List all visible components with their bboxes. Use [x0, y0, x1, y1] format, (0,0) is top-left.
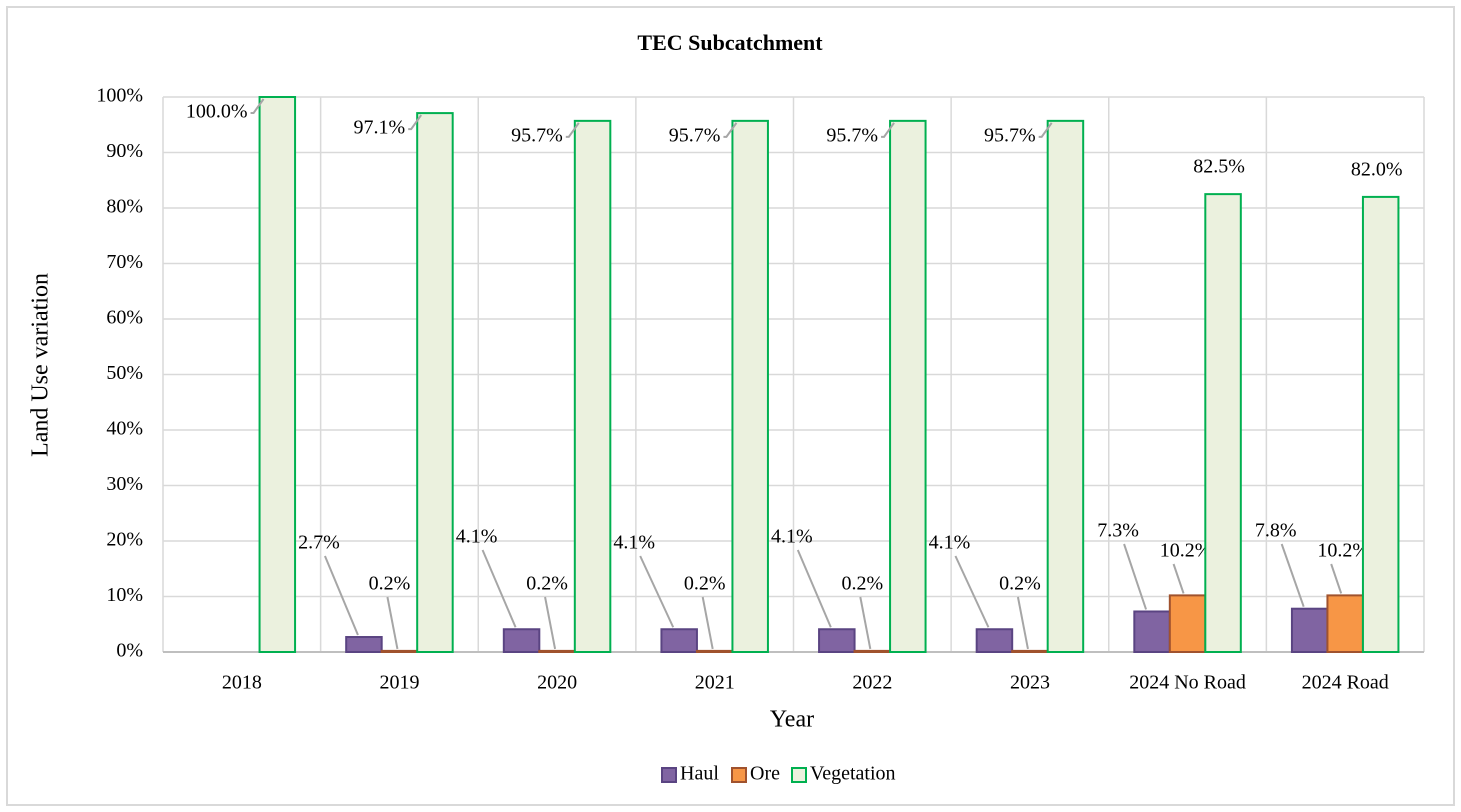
data-label: 95.7%	[669, 124, 721, 146]
y-axis-title: Land Use variation	[28, 273, 54, 457]
leader-line	[859, 596, 872, 650]
bar	[695, 649, 734, 654]
leader-line	[386, 596, 399, 650]
data-label: 82.0%	[1351, 158, 1403, 180]
data-label: 4.1%	[771, 526, 813, 548]
data-label: 95.7%	[511, 124, 563, 146]
legend-swatch	[791, 767, 807, 783]
x-tick-label: 2023	[1010, 672, 1050, 694]
x-tick-label: 2022	[852, 672, 892, 694]
leader-line	[796, 549, 832, 628]
legend-label: Vegetation	[810, 763, 896, 785]
bar	[1168, 594, 1207, 654]
data-label: 10.2%	[1317, 540, 1369, 562]
x-tick-label: 2024 No Road	[1129, 672, 1246, 694]
y-tick-label: 40%	[106, 418, 143, 440]
data-label: 10.2%	[1160, 540, 1212, 562]
y-tick-label: 20%	[106, 529, 143, 551]
leader-line	[324, 555, 359, 636]
x-axis-title: Year	[770, 707, 814, 733]
chart-title: TEC Subcatchment	[637, 30, 823, 55]
bar	[416, 112, 454, 654]
y-tick-label: 10%	[106, 584, 143, 606]
leader-line	[565, 122, 580, 138]
leader-line	[881, 122, 895, 138]
leader-line	[701, 596, 714, 650]
y-tick-label: 70%	[106, 251, 143, 273]
bar	[538, 649, 576, 654]
y-tick-label: 100%	[96, 85, 143, 107]
legend-label: Haul	[680, 763, 719, 785]
bar	[1204, 193, 1242, 653]
data-label: 0.2%	[369, 573, 411, 595]
data-label: 0.2%	[841, 573, 883, 595]
bar	[731, 119, 769, 654]
bar	[818, 628, 856, 653]
y-tick-label: 50%	[106, 362, 143, 384]
data-label: 4.1%	[456, 526, 498, 548]
data-label: 0.2%	[999, 573, 1041, 595]
leader-line	[1172, 563, 1185, 594]
leader-line	[544, 596, 557, 650]
legend-label: Ore	[750, 763, 780, 785]
data-label: 4.1%	[613, 532, 655, 554]
bar	[502, 628, 541, 653]
leader-line	[639, 555, 675, 628]
data-label: 4.1%	[929, 532, 971, 554]
x-tick-label: 2018	[222, 672, 262, 694]
leader-line	[408, 114, 423, 131]
data-label: 0.2%	[684, 573, 726, 595]
bar	[380, 649, 419, 654]
bar	[889, 119, 927, 654]
bar	[1133, 610, 1171, 653]
data-label: 95.7%	[984, 124, 1036, 146]
bar	[258, 96, 297, 653]
leader-line	[1038, 122, 1053, 138]
bar	[1361, 195, 1400, 653]
leader-line	[1016, 596, 1029, 650]
y-tick-label: 30%	[106, 473, 143, 495]
legend-swatch	[731, 767, 747, 783]
leader-line	[1123, 543, 1148, 610]
x-tick-label: 2024 Road	[1302, 672, 1389, 694]
data-label: 2.7%	[298, 532, 340, 554]
data-label: 0.2%	[526, 573, 568, 595]
data-label: 95.7%	[826, 124, 878, 146]
bar	[853, 649, 892, 654]
x-tick-label: 2020	[537, 672, 577, 694]
legend-swatch	[661, 767, 677, 783]
data-label: 97.1%	[354, 117, 406, 139]
y-tick-label: 60%	[106, 307, 143, 329]
bar	[1011, 649, 1049, 654]
bar	[660, 628, 698, 653]
leader-line	[250, 98, 265, 114]
x-tick-label: 2021	[695, 672, 735, 694]
data-label: 7.8%	[1255, 520, 1297, 542]
x-tick-label: 2019	[379, 672, 419, 694]
data-label: 7.3%	[1097, 520, 1139, 542]
leader-line	[954, 555, 990, 628]
bar	[573, 119, 612, 654]
leader-line	[481, 549, 517, 628]
data-label: 100.0%	[186, 101, 248, 123]
y-tick-label: 90%	[106, 140, 143, 162]
leader-line	[1330, 563, 1343, 594]
leader-line	[723, 122, 738, 138]
bar	[1290, 607, 1329, 654]
bar	[975, 628, 1014, 653]
y-tick-label: 0%	[116, 640, 143, 662]
y-tick-label: 80%	[106, 196, 143, 218]
bar	[345, 636, 383, 654]
data-label: 82.5%	[1193, 156, 1245, 178]
bar	[1326, 594, 1364, 654]
bar	[1046, 119, 1085, 654]
leader-line	[1280, 543, 1305, 608]
